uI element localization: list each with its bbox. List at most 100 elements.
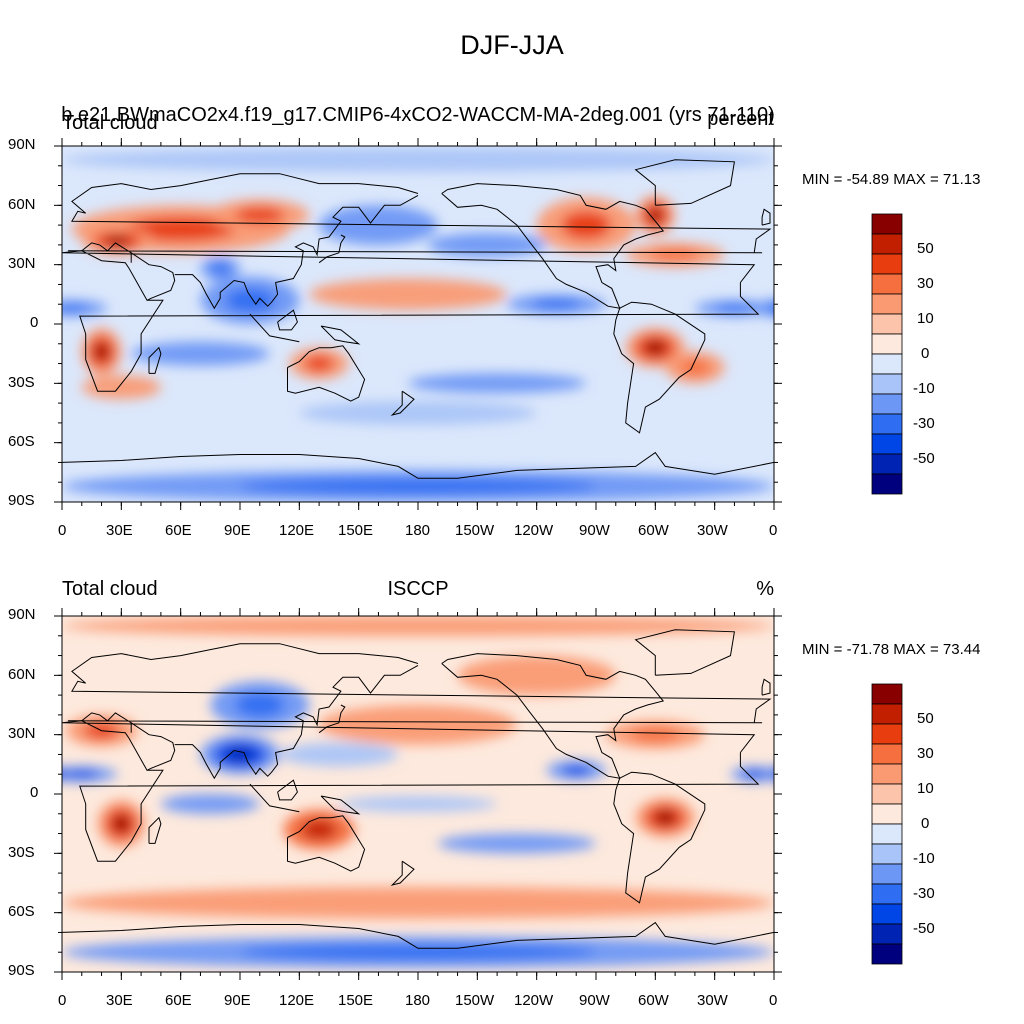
- panel1-lon-label: 30W: [697, 522, 728, 539]
- contour-blob: [531, 299, 582, 310]
- panel2-lon-label: 120E: [279, 992, 315, 1009]
- colorbar-swatch: [871, 783, 903, 805]
- contour-blob: [279, 742, 399, 767]
- panel1-lon-label: 150E: [338, 522, 374, 539]
- coastline: [613, 771, 706, 904]
- colorbar-swatch: [871, 313, 903, 335]
- colorbar-swatch: [871, 453, 903, 475]
- contour-blob: [742, 770, 767, 779]
- coastline: [634, 159, 735, 206]
- contour-blob: [235, 693, 285, 717]
- coastline: [441, 653, 665, 779]
- panel1-lon-label: 60E: [165, 522, 192, 539]
- contour-blob: [95, 343, 109, 360]
- panel1-colorbar-label: 30: [917, 275, 934, 292]
- contour-blob: [62, 304, 90, 313]
- colorbar-swatch: [871, 233, 903, 255]
- contour-blob: [240, 478, 596, 495]
- colorbar-swatch: [871, 803, 903, 825]
- colorbar-swatch: [871, 333, 903, 355]
- coastline: [67, 242, 763, 254]
- panel2-lon-label: 30W: [697, 992, 728, 1009]
- colorbar-swatch: [871, 353, 903, 375]
- figure-title: DJF-JJA: [460, 30, 564, 60]
- contour-blob: [299, 401, 537, 425]
- panel1-lat-label: 60N: [8, 196, 36, 213]
- panel1-units-title: percent: [707, 108, 774, 130]
- panel2-lon-label: 90W: [579, 992, 610, 1009]
- panel2-lon-label: 0: [769, 992, 778, 1009]
- panel2-contour-field: [62, 616, 774, 968]
- contour-blob: [457, 655, 616, 696]
- panel1-colorbar-label: 0: [921, 345, 930, 362]
- coastline: [148, 346, 162, 374]
- panel2-lon-label: 150E: [338, 992, 374, 1009]
- panel2-lon-label: 150W: [455, 992, 495, 1009]
- contour-blob: [309, 278, 507, 311]
- panel1-lon-label: 150W: [455, 522, 495, 539]
- coastline: [441, 183, 665, 309]
- colorbar-swatch: [871, 843, 903, 865]
- coastline: [130, 251, 176, 301]
- panel2-colorbar-label: -50: [913, 920, 935, 937]
- colorbar-swatch: [871, 273, 903, 295]
- panel2-ticks: [54, 608, 782, 980]
- contour-blob: [301, 819, 337, 840]
- colorbar-swatch: [871, 823, 903, 845]
- panel1-lon-label: 0: [58, 522, 67, 539]
- colorbar-swatch: [871, 943, 903, 965]
- contour-blob: [64, 770, 100, 779]
- panel2-lon-label: 90E: [224, 992, 251, 1009]
- panel2-lon-label: 60W: [638, 992, 669, 1009]
- panel2-lat-label: 90S: [8, 962, 35, 979]
- coastline: [761, 208, 771, 226]
- contour-blob: [655, 811, 676, 825]
- contour-blob: [210, 262, 231, 275]
- coastline: [390, 390, 415, 416]
- panel1-lat-label: 0: [30, 314, 39, 331]
- coastline: [71, 173, 772, 253]
- panel1-lon-label: 60W: [638, 522, 669, 539]
- contour-blob: [225, 288, 275, 313]
- colorbar-swatch: [871, 723, 903, 745]
- coastline: [761, 678, 771, 696]
- coastline: [71, 643, 772, 723]
- panel2-lat-label: 30S: [8, 844, 35, 861]
- panel1-lon-label: 90E: [224, 522, 251, 539]
- panel1-colorbar-label: -30: [913, 415, 935, 432]
- coastline: [287, 815, 366, 872]
- panel1-ticks: [54, 138, 782, 510]
- colorbar-swatch: [871, 863, 903, 885]
- coastline: [634, 629, 735, 676]
- coastline: [174, 664, 419, 780]
- contour-blob: [630, 727, 680, 742]
- coastline: [62, 720, 760, 862]
- contour-blob: [81, 375, 161, 400]
- contour-blob: [62, 616, 774, 636]
- contour-blob: [304, 355, 334, 372]
- contour-blob: [131, 341, 270, 366]
- colorbar-swatch: [871, 883, 903, 905]
- panel2-map: [54, 608, 782, 980]
- panel1-colorbar-label: -10: [913, 380, 935, 397]
- colorbar-swatch: [871, 413, 903, 435]
- contour-blob: [437, 833, 596, 854]
- coastline: [249, 783, 300, 813]
- coastline: [277, 309, 298, 331]
- panel1-lat-label: 30N: [8, 255, 36, 272]
- colorbar-swatch: [871, 763, 903, 785]
- colorbar-swatch: [871, 293, 903, 315]
- panel1-lat-label: 60S: [8, 433, 35, 450]
- contour-blob: [62, 147, 774, 172]
- panel1-case-title: b.e21.BWmaCO2x4.f19_g17.CMIP6-4xCO2-WACC…: [61, 104, 775, 126]
- panel1-lon-label: 0: [769, 522, 778, 539]
- panel1-variable-title: Total cloud: [62, 112, 158, 134]
- coastline: [318, 704, 346, 734]
- coastline: [277, 779, 298, 801]
- panel1-lat-label: 90S: [8, 492, 35, 509]
- colorbar-swatch: [871, 213, 903, 235]
- contour-blob: [319, 705, 517, 745]
- colorbar-swatch: [871, 473, 903, 495]
- panel2-source-title: ISCCP: [387, 578, 449, 600]
